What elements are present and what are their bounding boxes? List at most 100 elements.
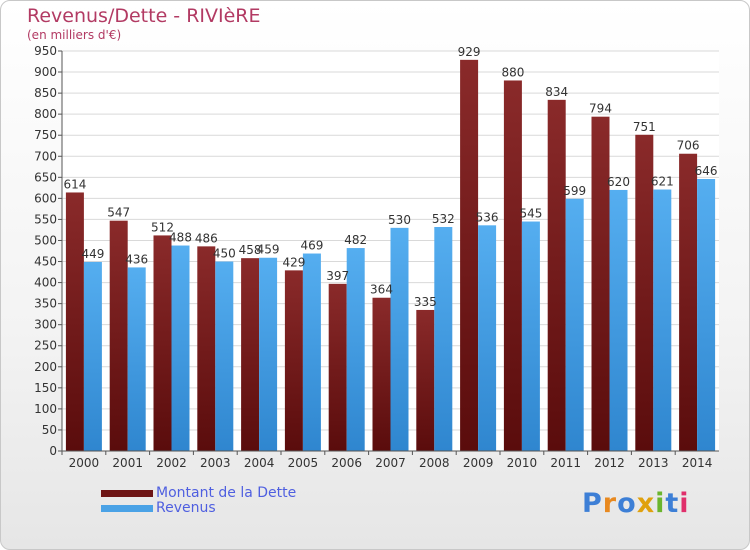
data-label: 482 (344, 233, 367, 247)
y-tick-label: 900 (34, 65, 57, 79)
debt-bar (328, 283, 347, 451)
x-tick-label: 2013 (638, 456, 669, 470)
x-tick-label: 2010 (507, 456, 538, 470)
y-tick-label: 600 (34, 191, 57, 205)
legend-label-debt: Montant de la Dette (156, 485, 297, 501)
y-tick-label: 500 (34, 233, 57, 247)
debt-bar (635, 134, 654, 451)
revenue-bar (609, 189, 628, 451)
debt-bar (241, 258, 260, 451)
data-label: 834 (545, 85, 568, 99)
revenue-bar (171, 245, 190, 451)
data-label: 449 (81, 247, 104, 261)
debt-bar (109, 220, 128, 451)
x-tick-label: 2009 (463, 456, 494, 470)
data-label: 486 (195, 231, 218, 245)
data-label: 397 (326, 269, 349, 283)
data-label: 436 (125, 252, 148, 266)
x-tick-label: 2003 (200, 456, 231, 470)
proxiti-logo: Proxiti (582, 488, 690, 519)
revenue-bar (259, 257, 278, 451)
logo-letter: i (679, 488, 690, 519)
y-tick-label: 200 (34, 360, 57, 374)
y-tick-label: 0 (49, 444, 57, 458)
debt-bar (679, 153, 698, 451)
chart-subtitle: (en milliers d'€) (27, 28, 122, 42)
y-tick-label: 350 (34, 297, 57, 311)
y-tick-label: 950 (34, 44, 57, 58)
x-tick-label: 2001 (112, 456, 143, 470)
revenue-bar (434, 227, 453, 451)
legend-item-debt: Montant de la Dette (101, 486, 401, 501)
debt-bar (503, 80, 522, 451)
data-label: 621 (651, 175, 674, 189)
data-label: 646 (695, 164, 718, 178)
debt-bar (547, 99, 566, 451)
data-label: 536 (476, 210, 499, 224)
y-tick-label: 750 (34, 128, 57, 142)
revenue-bar (521, 221, 540, 451)
data-label: 532 (432, 212, 455, 226)
revenue-bar (478, 225, 497, 451)
legend-label-revenue: Revenus (156, 500, 216, 516)
revenue-bar (390, 227, 409, 451)
y-tick-label: 300 (34, 318, 57, 332)
y-tick-label: 700 (34, 149, 57, 163)
debt-bar (460, 59, 479, 452)
data-label: 335 (414, 295, 437, 309)
debt-bar (416, 309, 435, 451)
revenue-bar (83, 261, 102, 451)
x-tick-label: 2008 (419, 456, 450, 470)
revenue-bar (653, 189, 672, 452)
legend-item-revenue: Revenus (101, 501, 401, 516)
y-tick-label: 850 (34, 86, 57, 100)
debt-bar (65, 192, 84, 451)
x-tick-label: 2000 (69, 456, 100, 470)
legend-swatch-revenue (101, 505, 153, 512)
x-tick-label: 2011 (550, 456, 581, 470)
data-label: 599 (563, 184, 586, 198)
revenue-bar (346, 248, 365, 451)
data-label: 880 (501, 65, 524, 79)
data-label: 530 (388, 213, 411, 227)
data-label: 450 (213, 247, 236, 261)
chart-title: Revenus/Dette - RIVIèRE (27, 5, 261, 27)
y-tick-label: 650 (34, 170, 57, 184)
y-tick-label: 250 (34, 339, 57, 353)
revenue-bar (127, 267, 146, 451)
legend-swatch-debt (101, 490, 153, 497)
data-label: 429 (282, 255, 305, 269)
revenue-bar (302, 253, 321, 451)
data-label: 706 (677, 139, 700, 153)
data-label: 458 (239, 243, 262, 257)
chart-legend: Montant de la Dette Revenus (101, 486, 401, 516)
x-tick-label: 2006 (331, 456, 362, 470)
x-tick-label: 2002 (156, 456, 187, 470)
logo-letter: r (602, 488, 618, 519)
data-label: 547 (107, 206, 130, 220)
debt-bar (591, 116, 610, 452)
data-label: 545 (519, 207, 542, 221)
data-label: 469 (300, 239, 323, 253)
x-tick-label: 2004 (244, 456, 275, 470)
data-label: 512 (151, 220, 174, 234)
y-tick-label: 550 (34, 212, 57, 226)
logo-letter: t (665, 488, 680, 519)
data-label: 751 (633, 120, 656, 134)
y-tick-label: 450 (34, 255, 57, 269)
x-tick-label: 2014 (682, 456, 713, 470)
logo-letter: x (636, 488, 656, 519)
y-tick-label: 50 (42, 423, 57, 437)
data-label: 794 (589, 102, 612, 116)
revenue-bar (215, 261, 234, 451)
debt-bar (372, 297, 391, 451)
logo-letter: i (655, 488, 666, 519)
logo-letter: P (582, 488, 603, 519)
y-tick-label: 400 (34, 276, 57, 290)
revenue-bar (697, 179, 716, 451)
x-tick-label: 2007 (375, 456, 406, 470)
data-label: 620 (607, 175, 630, 189)
data-label: 459 (257, 243, 280, 257)
